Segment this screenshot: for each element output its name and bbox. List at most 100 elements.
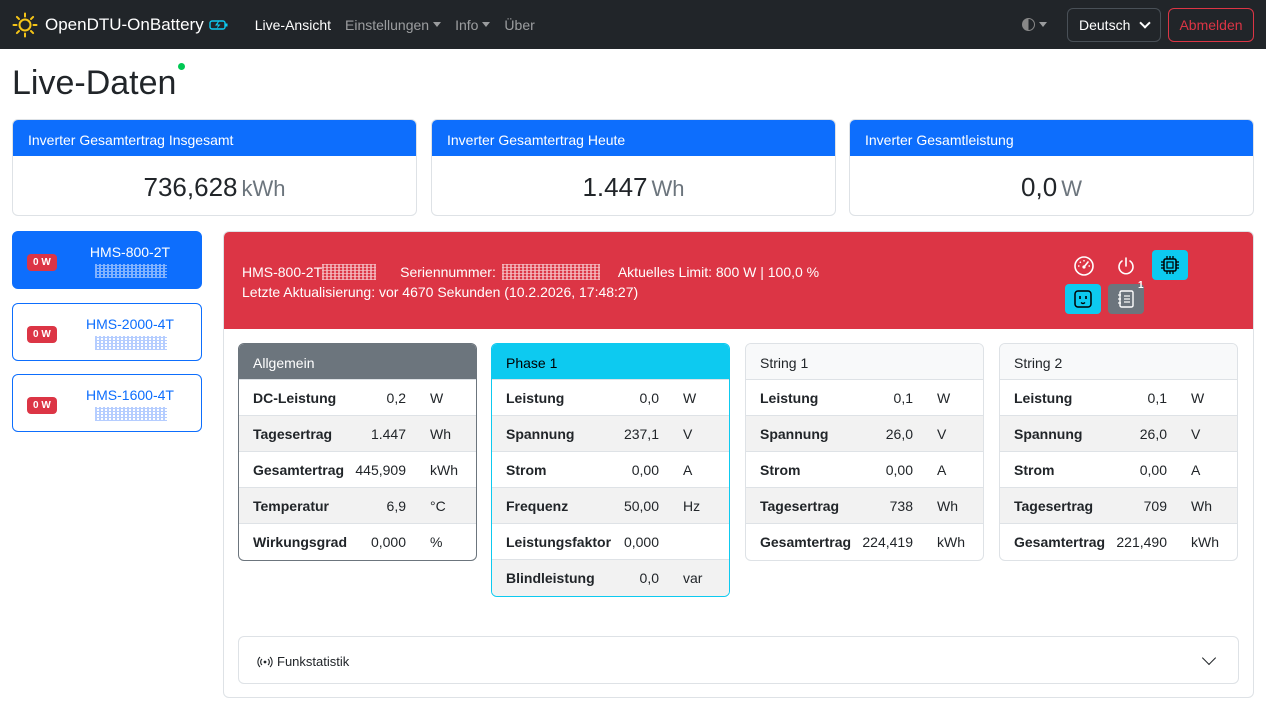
summary-card-total-yield: Inverter Gesamtertrag Insgesamt 736,628 k… [12, 119, 417, 216]
table-row: Spannung 237,1 V [492, 416, 729, 452]
power-badge: 0 W [27, 397, 57, 414]
table-row: Frequenz 50,00 Hz [492, 488, 729, 524]
table-row: Strom 0,00 A [746, 452, 983, 488]
row-unit: A [683, 462, 693, 478]
sun-icon [12, 12, 38, 37]
logout-button[interactable]: Abmelden [1168, 7, 1254, 42]
row-label: Wirkungsgrad [253, 534, 347, 550]
journal-icon [1118, 290, 1134, 308]
last-update: Letzte Aktualisierung: vor 4670 Sekunden… [242, 284, 639, 300]
row-value: 26,0 [885, 426, 913, 442]
row-label: Spannung [506, 426, 575, 442]
row-value: 50,00 [623, 498, 659, 514]
row-unit: V [937, 426, 947, 442]
row-value: 445,909 [355, 462, 406, 478]
row-value: 0,1 [893, 390, 913, 406]
event-log-button[interactable] [1108, 284, 1144, 314]
card-title: String 1 [746, 344, 983, 380]
row-unit: A [937, 462, 947, 478]
row-unit: V [683, 426, 693, 442]
row-unit: °C [430, 498, 446, 514]
cpu-icon [1161, 256, 1179, 274]
row-unit: W [937, 390, 951, 406]
table-row: Leistung 0,0 W [492, 380, 729, 416]
theme-toggle[interactable] [1022, 18, 1047, 31]
row-value: 237,1 [623, 426, 659, 442]
device-info-button[interactable] [1152, 250, 1188, 280]
row-value: 738 [889, 498, 913, 514]
row-label: Leistung [1014, 390, 1073, 406]
row-label: Strom [506, 462, 547, 478]
table-row: Strom 0,00 A [1000, 452, 1237, 488]
broadcast-icon [257, 656, 273, 667]
summary-card-label: Inverter Gesamtertrag Insgesamt [13, 120, 416, 156]
inverter-detail-name: HMS-800-2T [242, 264, 323, 280]
table-row: Blindleistung 0,0 var [492, 560, 729, 596]
row-unit: V [1191, 426, 1201, 442]
row-value: 1.447 [370, 426, 406, 442]
redacted-serial [322, 264, 377, 280]
table-row: Tagesertrag 738 Wh [746, 488, 983, 524]
row-unit: % [430, 534, 443, 550]
nav-links: Live-Ansicht Einstellungen Info Über [255, 17, 549, 33]
nav-live-view[interactable]: Live-Ansicht [254, 16, 331, 33]
table-row: Strom 0,00 A [492, 452, 729, 488]
table-row: Gesamtertrag 221,490 kWh [1000, 524, 1237, 560]
inverter-info-line: HMS-800-2T Seriennummer: Aktuelles Limit… [242, 264, 819, 280]
row-unit: Wh [1191, 498, 1212, 514]
summary-card-today-yield: Inverter Gesamtertrag Heute 1.447 Wh [431, 119, 836, 216]
radio-stats-accordion[interactable]: Funkstatistik [238, 636, 1239, 684]
row-unit: W [683, 390, 697, 406]
caret-down-icon [482, 22, 491, 27]
table-row: Leistungsfaktor 0,000 [492, 524, 729, 560]
power-control-button[interactable] [1108, 251, 1144, 281]
nav-about[interactable]: Über [504, 16, 535, 33]
brand[interactable]: OpenDTU-OnBattery [12, 12, 229, 38]
row-value: 6,9 [386, 498, 406, 514]
row-label: Tagesertrag [253, 426, 333, 442]
nav-info[interactable]: Info [455, 16, 491, 33]
row-label: Frequenz [506, 498, 569, 514]
inverter-tab-hms-2000-4t[interactable]: 0 W HMS-2000-4T [12, 303, 202, 361]
row-label: Gesamtertrag [760, 534, 852, 550]
inverter-name: HMS-2000-4T [86, 316, 174, 332]
redacted-serial [95, 336, 167, 350]
radio-stats-header: Funkstatistik [257, 654, 349, 669]
row-label: Leistung [760, 390, 819, 406]
row-unit: Wh [430, 426, 451, 442]
row-value: 26,0 [1139, 426, 1167, 442]
grid-profile-button[interactable] [1065, 284, 1101, 314]
row-value: 224,419 [862, 534, 913, 550]
row-label: Tagesertrag [1014, 498, 1094, 514]
table-row: Leistung 0,1 W [1000, 380, 1237, 416]
card-title: String 2 [1000, 344, 1237, 380]
row-label: DC-Leistung [253, 390, 337, 406]
summary-card-value: 1.447 [582, 172, 648, 202]
nav-info-label: Info [455, 16, 479, 33]
summary-card-label: Inverter Gesamtleistung [850, 120, 1253, 156]
card-phase-1: Phase 1 Leistung 0,0 W Spannung 237,1 V Stro… [491, 343, 730, 597]
page-title: Live-Daten [12, 64, 177, 102]
row-label: Spannung [760, 426, 829, 442]
row-value: 0,00 [1139, 462, 1167, 478]
summary-card-unit: W [1061, 176, 1082, 201]
row-value: 0,0 [639, 390, 659, 406]
inverter-tab-hms-800-2t[interactable]: 0 W HMS-800-2T [12, 231, 202, 289]
inverter-name: HMS-800-2T [89, 244, 171, 260]
row-label: Blindleistung [506, 570, 595, 586]
brand-title: OpenDTU-OnBattery [45, 14, 204, 34]
table-row: Leistung 0,1 W [746, 380, 983, 416]
nav-settings[interactable]: Einstellungen [345, 17, 442, 33]
language-select[interactable]: Deutsch [1067, 7, 1161, 42]
row-unit: Wh [937, 498, 958, 514]
inverter-tab-hms-1600-4t[interactable]: 0 W HMS-1600-4T [12, 374, 202, 432]
limit-settings-button[interactable] [1066, 251, 1102, 281]
row-label: Leistung [506, 390, 565, 406]
row-value: 0,0 [639, 570, 659, 586]
radio-stats-label: Funkstatistik [277, 654, 350, 669]
row-label: Gesamtertrag [253, 462, 345, 478]
redacted-serial [501, 264, 600, 280]
summary-card-unit: kWh [241, 176, 286, 201]
chevron-down-icon [1201, 650, 1217, 666]
power-badge: 0 W [27, 254, 57, 271]
